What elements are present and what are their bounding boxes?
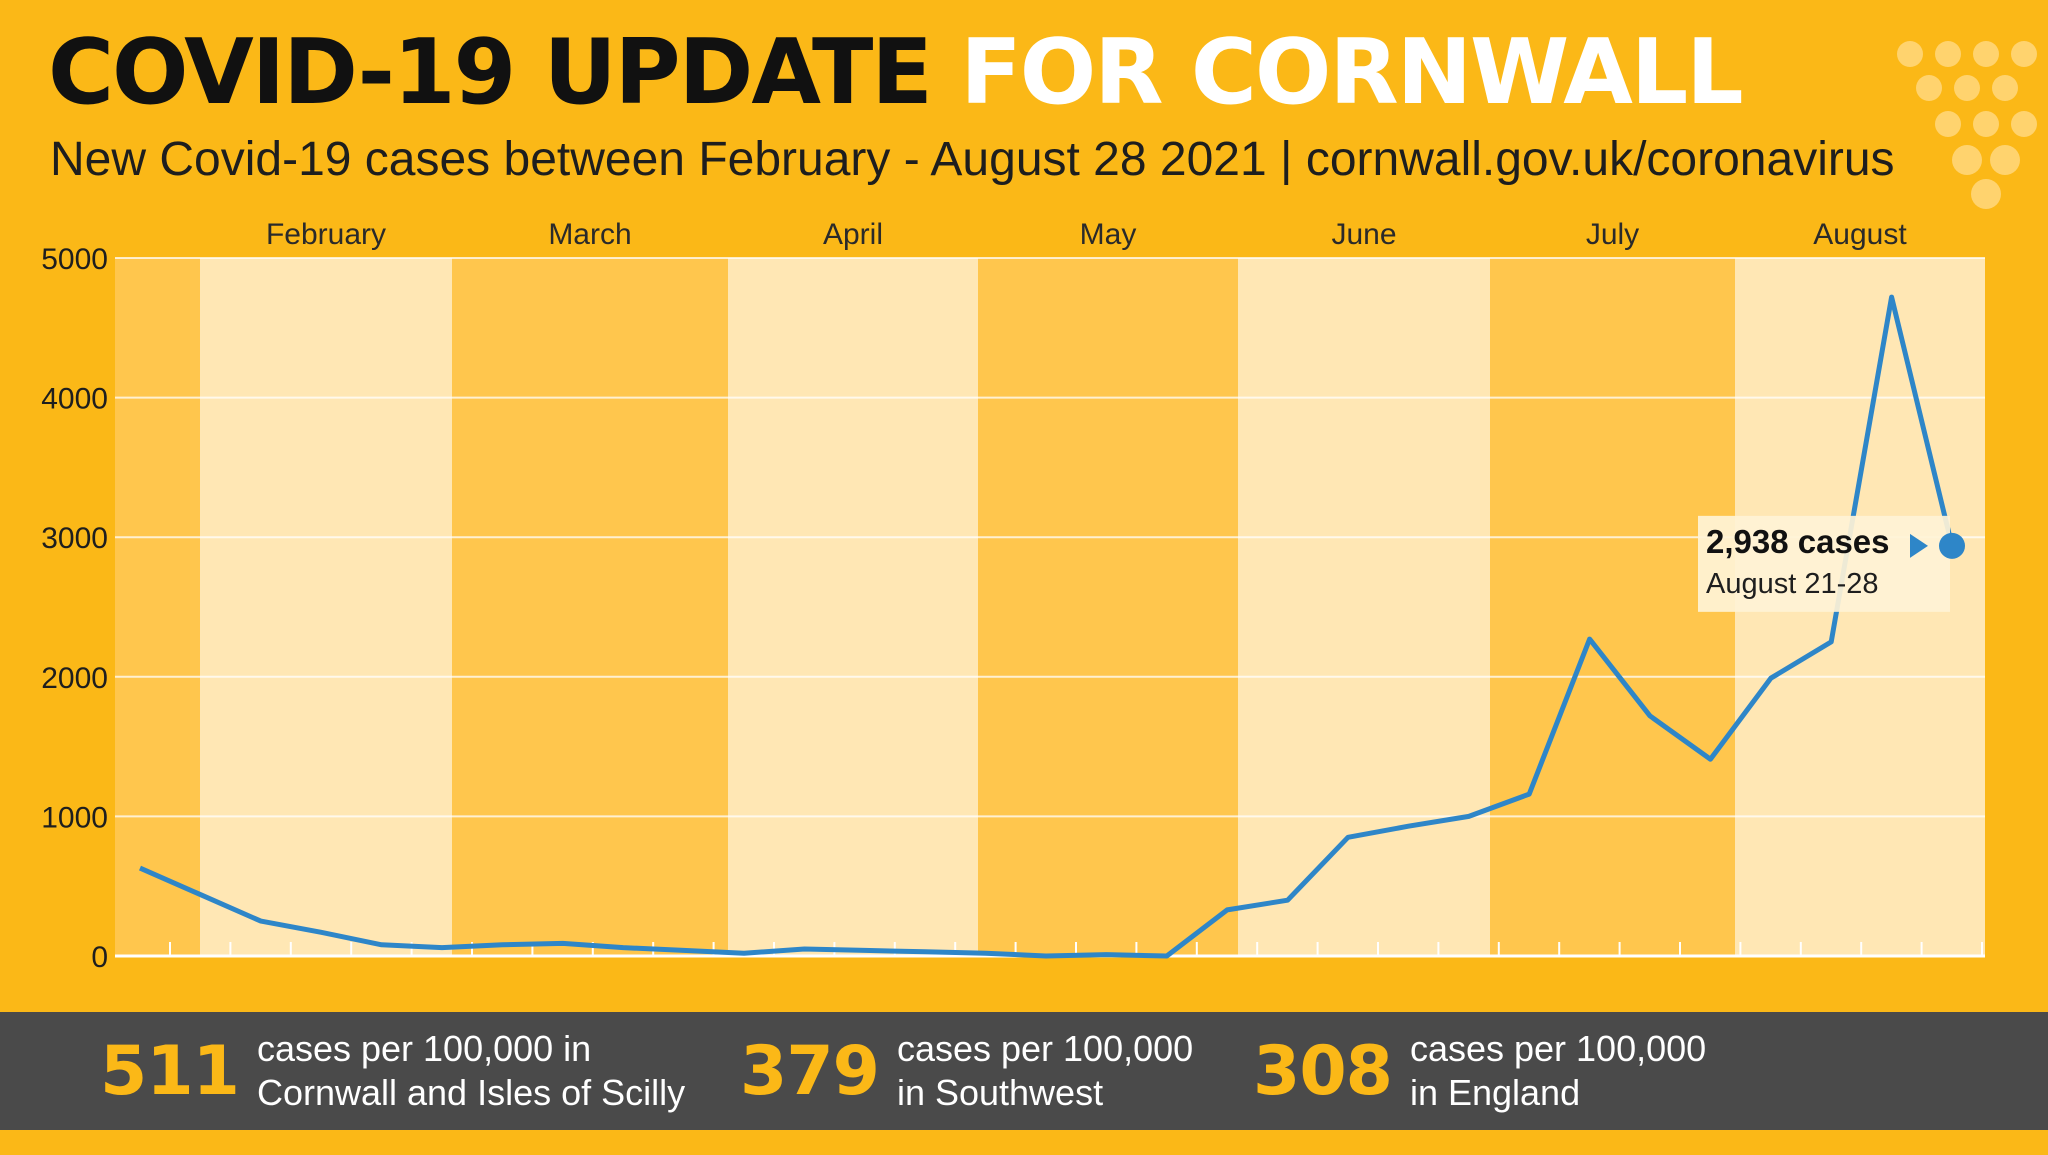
stat-description: cases per 100,000 in Cornwall and Isles o… — [257, 1027, 717, 1115]
latest-data-point — [1939, 532, 1965, 559]
stat-desc-line-2: in England — [1409, 1072, 1581, 1113]
stat-number: 511 — [100, 1031, 240, 1111]
stat-southwest: 379 cases per 100,000 in Southwest — [740, 1012, 1357, 1130]
month-band-march — [452, 258, 728, 956]
y-tick-label: 4000 — [41, 383, 108, 416]
cases-line-chart: 0 1000 2000 3000 4000 5000 February March April… — [41, 218, 1985, 974]
title-part-2: FOR CORNWALL — [960, 20, 1743, 125]
stat-desc-line-2: in Southwest — [896, 1072, 1104, 1113]
month-label: July — [1586, 218, 1639, 251]
stat-desc-line-1: cases per 100,000 in — [256, 1028, 592, 1069]
month-band-july — [1490, 258, 1735, 956]
month-label: February — [266, 218, 386, 251]
page-title: COVID-19 UPDATE FOR CORNWALL — [48, 28, 1744, 118]
stat-number: 308 — [1253, 1031, 1393, 1111]
stat-description: cases per 100,000 in Southwest — [897, 1027, 1357, 1115]
title-part-1: COVID-19 UPDATE — [48, 20, 933, 125]
latest-value-annotation: 2,938 cases August 21-28 — [1698, 515, 1965, 612]
page-subtitle: New Covid-19 cases between February - Au… — [50, 133, 1895, 186]
month-label: March — [548, 218, 631, 251]
decorative-dots-icon — [1897, 41, 2037, 209]
month-label: August — [1813, 218, 1907, 251]
y-tick-labels: 0 1000 2000 3000 4000 5000 — [41, 243, 108, 974]
month-label: April — [823, 218, 883, 251]
month-label: May — [1080, 218, 1137, 251]
month-bands — [115, 258, 1985, 956]
stat-desc-line-1: cases per 100,000 — [1409, 1028, 1707, 1069]
stat-cornwall: 511 cases per 100,000 in Cornwall and Isl… — [100, 1012, 717, 1130]
gridlines — [115, 257, 1985, 958]
cases-series-line — [138, 294, 1955, 959]
stat-desc-line-2: Cornwall and Isles of Scilly — [256, 1072, 686, 1113]
stats-footer: 511 cases per 100,000 in Cornwall and Isl… — [0, 1012, 2048, 1130]
annotation-arrow-icon — [1910, 533, 1928, 558]
month-label: June — [1331, 218, 1396, 251]
month-labels: February March April May June July August — [266, 218, 1907, 251]
month-band-may — [978, 258, 1238, 956]
month-band-february — [200, 258, 452, 956]
month-band-june — [1238, 258, 1490, 956]
annotation-box — [1698, 515, 1950, 612]
y-tick-label: 5000 — [41, 243, 108, 276]
y-tick-label: 0 — [91, 941, 108, 974]
month-band-april — [728, 258, 978, 956]
stat-number: 379 — [740, 1031, 880, 1111]
band-leading — [115, 258, 200, 956]
y-tick-label: 1000 — [41, 801, 108, 834]
y-tick-label: 2000 — [41, 662, 108, 695]
stat-england: 308 cases per 100,000 in England — [1253, 1012, 1870, 1130]
annotation-period-label: August 21-28 — [1706, 568, 1879, 600]
stat-desc-line-1: cases per 100,000 — [896, 1028, 1194, 1069]
stat-description: cases per 100,000 in England — [1410, 1027, 1870, 1115]
annotation-value-label: 2,938 cases — [1706, 523, 1890, 560]
y-tick-label: 3000 — [41, 522, 108, 555]
